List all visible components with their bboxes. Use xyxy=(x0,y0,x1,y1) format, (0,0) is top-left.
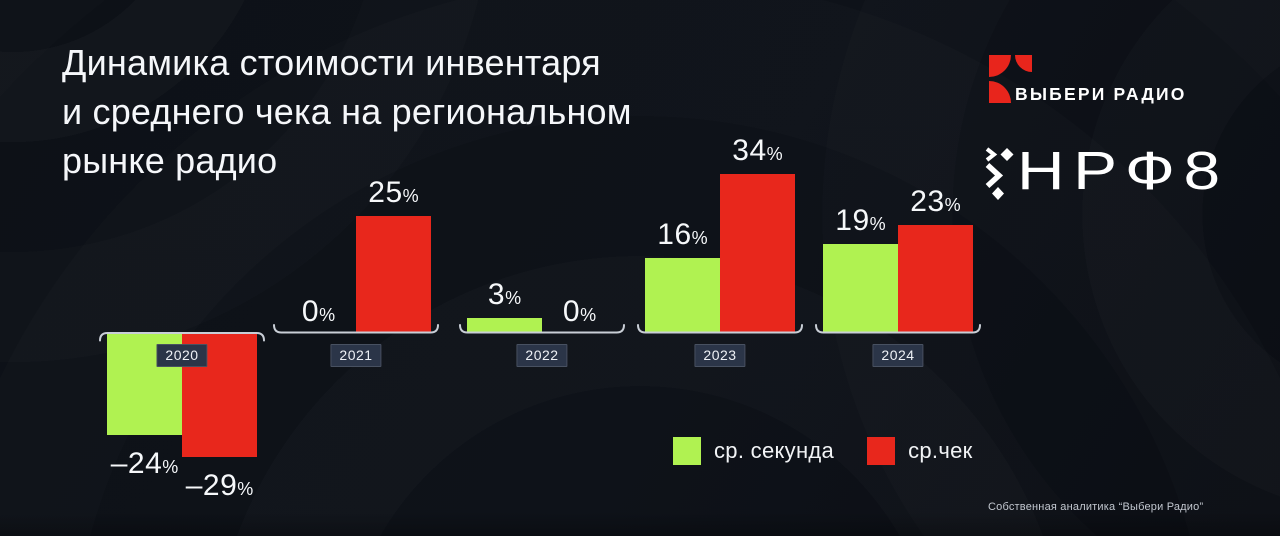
vyberi-radio-logo-text: ВЫБЕРИ РАДИО xyxy=(1015,84,1187,104)
legend-label-green: ср. секунда xyxy=(714,438,835,463)
bar-red-2021 xyxy=(356,216,431,332)
value-label-green-2023: 16% xyxy=(657,220,707,253)
axis-bracket-2023 xyxy=(637,324,803,334)
value-label-red-2024: 23% xyxy=(910,187,960,220)
value-label-green-2021: 0% xyxy=(302,297,335,330)
legend-swatch-red xyxy=(867,437,896,465)
value-number: 0 xyxy=(301,295,320,328)
vyberi-radio-logo-icon xyxy=(989,55,1032,103)
title-line-2: и среднего чека на региональном xyxy=(62,91,632,132)
value-number: –24 xyxy=(110,447,163,480)
value-label-red-2021: 25% xyxy=(368,178,418,211)
nrf8-logo-text: НРФ8 xyxy=(1017,141,1229,201)
value-number: 0 xyxy=(562,295,581,328)
year-chip-2021: 2021 xyxy=(330,344,382,367)
legend-item-green: ср. секунда xyxy=(673,437,834,465)
axis-bracket-2020 xyxy=(99,332,265,342)
chart-group-2021: 0% 25% 2021 xyxy=(273,0,439,536)
value-number: 34 xyxy=(732,134,767,167)
axis-bracket-2022 xyxy=(459,324,625,334)
title-line-1: Динамика стоимости инвентаря xyxy=(62,42,601,83)
percent-sign: % xyxy=(237,479,254,499)
legend: ср. секунда ср.чек xyxy=(673,437,973,465)
year-chip-2024: 2024 xyxy=(872,344,924,367)
percent-sign: % xyxy=(766,144,783,164)
bar-red-2023 xyxy=(720,174,795,332)
bar-red-2024 xyxy=(898,225,973,332)
percent-sign: % xyxy=(402,186,419,206)
value-label-red-2020: –29% xyxy=(186,471,254,504)
axis-bracket-2024 xyxy=(815,324,981,334)
value-number: 23 xyxy=(910,185,945,218)
percent-sign: % xyxy=(869,214,886,234)
value-number: –29 xyxy=(185,469,238,502)
bar-green-2023 xyxy=(645,258,720,332)
chart-group-2022: 3% 0% 2022 xyxy=(459,0,625,536)
value-number: 16 xyxy=(657,218,692,251)
percent-sign: % xyxy=(691,228,708,248)
title-line-3: рынке радио xyxy=(62,140,278,181)
value-label-red-2023: 34% xyxy=(732,136,782,169)
legend-swatch-green xyxy=(673,437,701,465)
value-number: 3 xyxy=(487,278,506,311)
value-label-green-2022: 3% xyxy=(488,280,521,313)
bar-green-2024 xyxy=(823,244,898,332)
page-title: Динамика стоимости инвентаря и среднего … xyxy=(62,38,632,185)
percent-sign: % xyxy=(319,305,336,325)
nrf8-logo-icon xyxy=(985,147,1014,200)
year-chip-2023: 2023 xyxy=(694,344,746,367)
vyberi-radio-logo: ВЫБЕРИ РАДИО xyxy=(988,52,1218,104)
percent-sign: % xyxy=(580,305,597,325)
percent-sign: % xyxy=(162,457,179,477)
chart-group-2020: –24% –29% 2020 xyxy=(99,0,265,536)
percent-sign: % xyxy=(505,288,522,308)
chart-group-2024: 19% 23% 2024 xyxy=(815,0,981,536)
value-label-green-2024: 19% xyxy=(835,206,885,239)
nrf8-logo: НРФ8 xyxy=(984,144,1244,202)
value-number: 25 xyxy=(368,176,403,209)
value-label-red-2022: 0% xyxy=(563,297,596,330)
percent-sign: % xyxy=(944,195,961,215)
footnote: Собственная аналитика “Выбери Радио” xyxy=(988,501,1204,513)
axis-bracket-2021 xyxy=(273,324,439,334)
year-chip-2022: 2022 xyxy=(516,344,568,367)
year-chip-2020: 2020 xyxy=(156,344,208,367)
bar-green-2022 xyxy=(467,318,542,332)
legend-label-red: ср.чек xyxy=(908,438,973,463)
value-number: 19 xyxy=(835,204,870,237)
chart-group-2023: 16% 34% 2023 xyxy=(637,0,803,536)
value-label-green-2020: –24% xyxy=(111,449,179,482)
legend-item-red: ср.чек xyxy=(867,437,972,465)
